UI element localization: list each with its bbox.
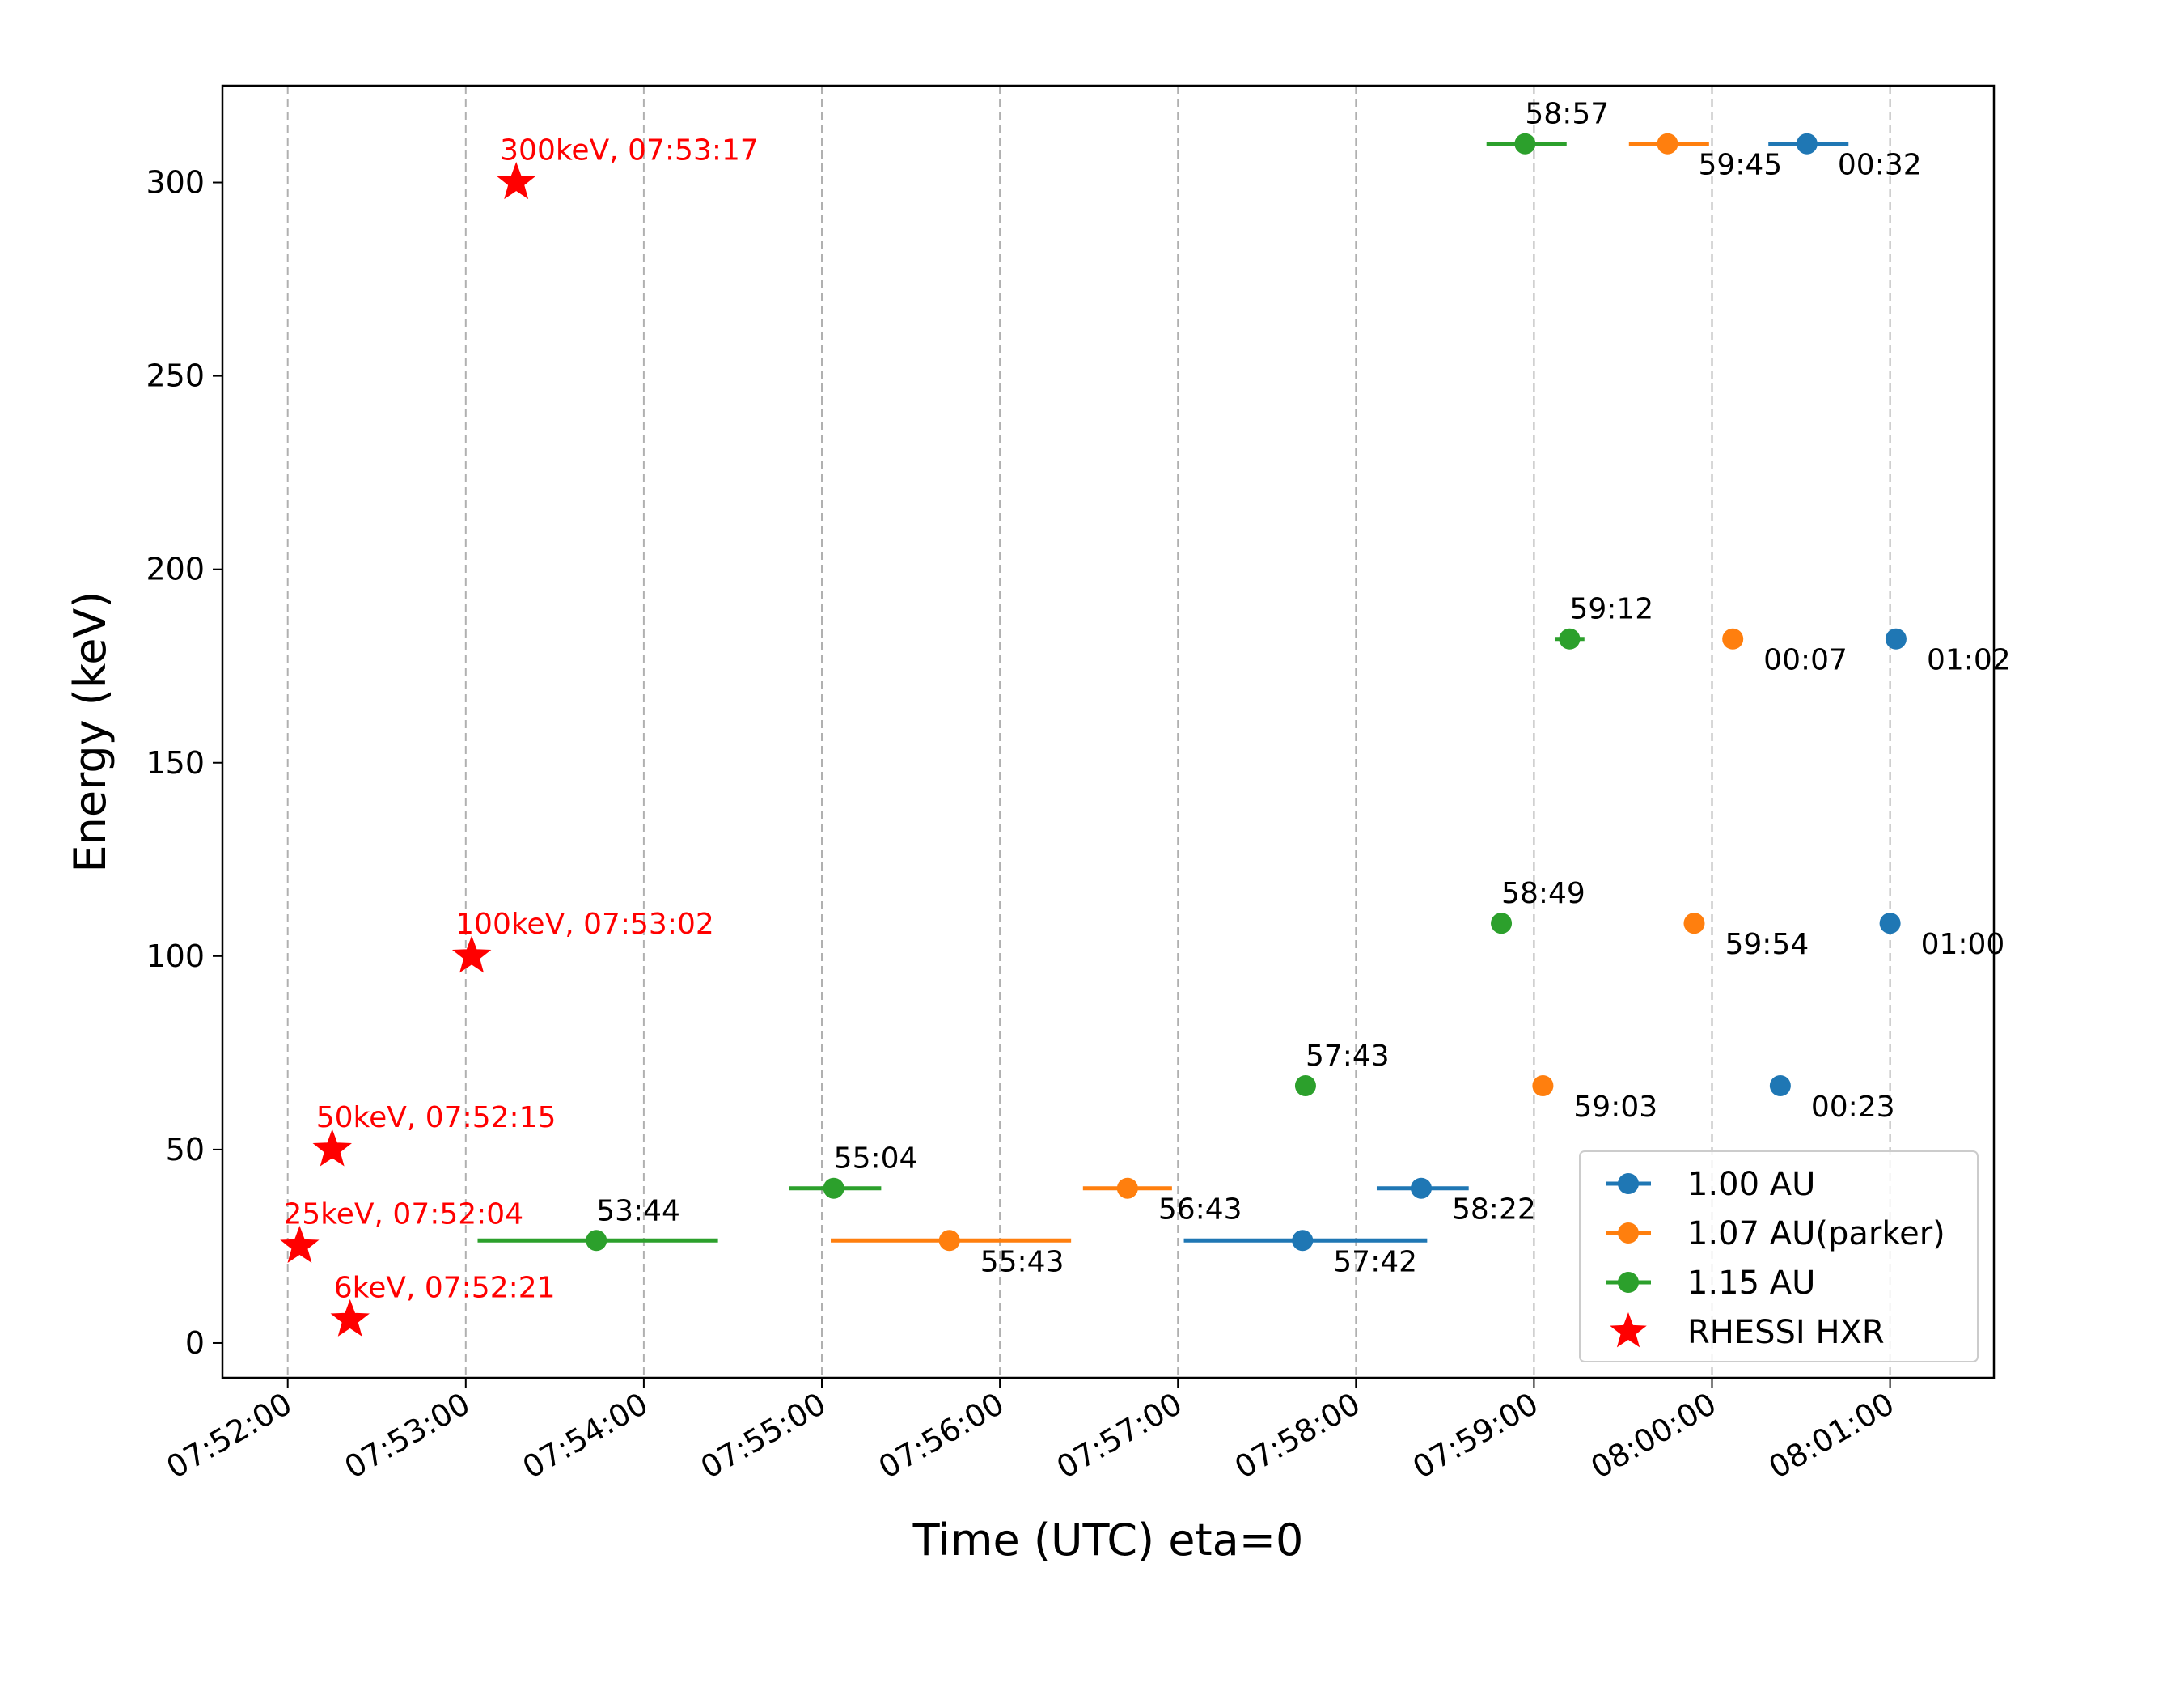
data-label: 55:43 <box>980 1245 1064 1278</box>
data-markers <box>280 133 1907 1337</box>
legend-entry-label: 1.07 AU(parker) <box>1687 1215 1945 1252</box>
rhessi-star-marker <box>451 935 492 973</box>
legend-entry-label: RHESSI HXR <box>1687 1314 1885 1351</box>
x-tick-label: 07:52:00 <box>160 1386 298 1485</box>
data-label: 01:02 <box>1927 644 2011 677</box>
data-point-marker <box>1796 133 1818 155</box>
x-tick-label: 07:54:00 <box>517 1386 654 1485</box>
data-point-marker <box>1879 913 1901 934</box>
data-label: 300keV, 07:53:17 <box>500 134 759 167</box>
plot-frame <box>221 84 1996 1379</box>
x-tick-label: 07:59:00 <box>1407 1386 1544 1485</box>
data-label: 53:44 <box>596 1194 680 1227</box>
data-label: 50keV, 07:52:15 <box>316 1101 557 1134</box>
error-bars <box>477 142 1903 1243</box>
rhessi-star-marker <box>312 1129 352 1167</box>
legend-box <box>1579 1150 1979 1362</box>
y-tick-label: 0 <box>185 1325 205 1361</box>
y-tick-label: 100 <box>146 938 205 974</box>
data-label: 55:04 <box>834 1142 918 1176</box>
data-label: 58:49 <box>1501 877 1585 910</box>
x-tick-label: 07:55:00 <box>695 1386 832 1485</box>
data-label: 59:45 <box>1698 149 1782 182</box>
x-tick-label: 08:01:00 <box>1763 1386 1900 1485</box>
data-labels: 57:42 58:22 00:23 01:00 01:02 00:32 55:43 56:43… <box>283 98 2010 1305</box>
legend-entry-label: 1.00 AU <box>1687 1166 1815 1203</box>
data-point-marker <box>1683 913 1705 934</box>
data-point-marker <box>1885 628 1907 650</box>
y-tick-label: 50 <box>166 1132 205 1167</box>
rhessi-star-marker <box>280 1225 320 1263</box>
data-point-marker <box>823 1177 844 1199</box>
data-label: 59:03 <box>1573 1091 1657 1124</box>
rhessi-star-marker <box>330 1299 370 1337</box>
data-point-marker <box>1532 1075 1554 1097</box>
x-tick-label: 07:56:00 <box>873 1386 1010 1485</box>
data-label: 58:22 <box>1452 1193 1536 1227</box>
data-point-marker <box>1116 1177 1138 1199</box>
x-tick-label: 07:58:00 <box>1229 1386 1366 1485</box>
data-point-marker <box>1657 133 1678 155</box>
y-axis-title: Energy (keV) <box>65 591 116 873</box>
data-point-marker <box>1294 1075 1316 1097</box>
legend-star-icon <box>1610 1312 1647 1348</box>
x-tick-label: 07:57:00 <box>1051 1386 1188 1485</box>
x-axis-title: Time (UTC) eta=0 <box>912 1515 1304 1566</box>
data-label: 59:12 <box>1569 593 1653 626</box>
y-tick-label: 200 <box>146 552 205 587</box>
data-point-marker <box>1514 133 1536 155</box>
data-label: 57:43 <box>1306 1040 1390 1073</box>
legend: 1.00 AU 1.07 AU(parker) 1.15 AU RHESSI HXR <box>1579 1150 1979 1362</box>
data-label: 00:07 <box>1763 644 1848 677</box>
y-tick-label: 300 <box>146 165 205 201</box>
data-label: 59:54 <box>1725 928 1809 961</box>
data-label: 01:00 <box>1921 928 2005 961</box>
data-point-marker <box>1559 628 1581 650</box>
data-point-marker <box>1769 1075 1791 1097</box>
data-point-marker <box>1411 1177 1433 1199</box>
data-point-marker <box>938 1230 960 1252</box>
y-tick-label: 150 <box>146 745 205 781</box>
y-tick-label: 250 <box>146 358 205 394</box>
x-tick-label: 07:53:00 <box>338 1386 476 1485</box>
x-tick-label: 08:00:00 <box>1585 1386 1722 1485</box>
data-label: 25keV, 07:52:04 <box>283 1197 523 1231</box>
legend-circle-icon <box>1618 1222 1639 1244</box>
data-point-marker <box>1292 1230 1314 1252</box>
data-point-marker <box>1491 913 1513 934</box>
data-point-marker <box>586 1230 607 1252</box>
legend-circle-icon <box>1618 1173 1639 1194</box>
legend-entry-label: 1.15 AU <box>1687 1265 1815 1302</box>
data-label: 00:32 <box>1838 149 1922 182</box>
rhessi-star-marker <box>496 162 536 200</box>
data-point-marker <box>1722 628 1744 650</box>
data-label: 00:23 <box>1811 1091 1895 1124</box>
data-label: 100keV, 07:53:02 <box>455 908 714 941</box>
data-label: 57:42 <box>1333 1245 1417 1278</box>
data-label: 6keV, 07:52:21 <box>334 1271 556 1304</box>
data-label: 58:57 <box>1525 98 1609 131</box>
data-label: 56:43 <box>1158 1193 1242 1227</box>
legend-circle-icon <box>1618 1272 1639 1293</box>
